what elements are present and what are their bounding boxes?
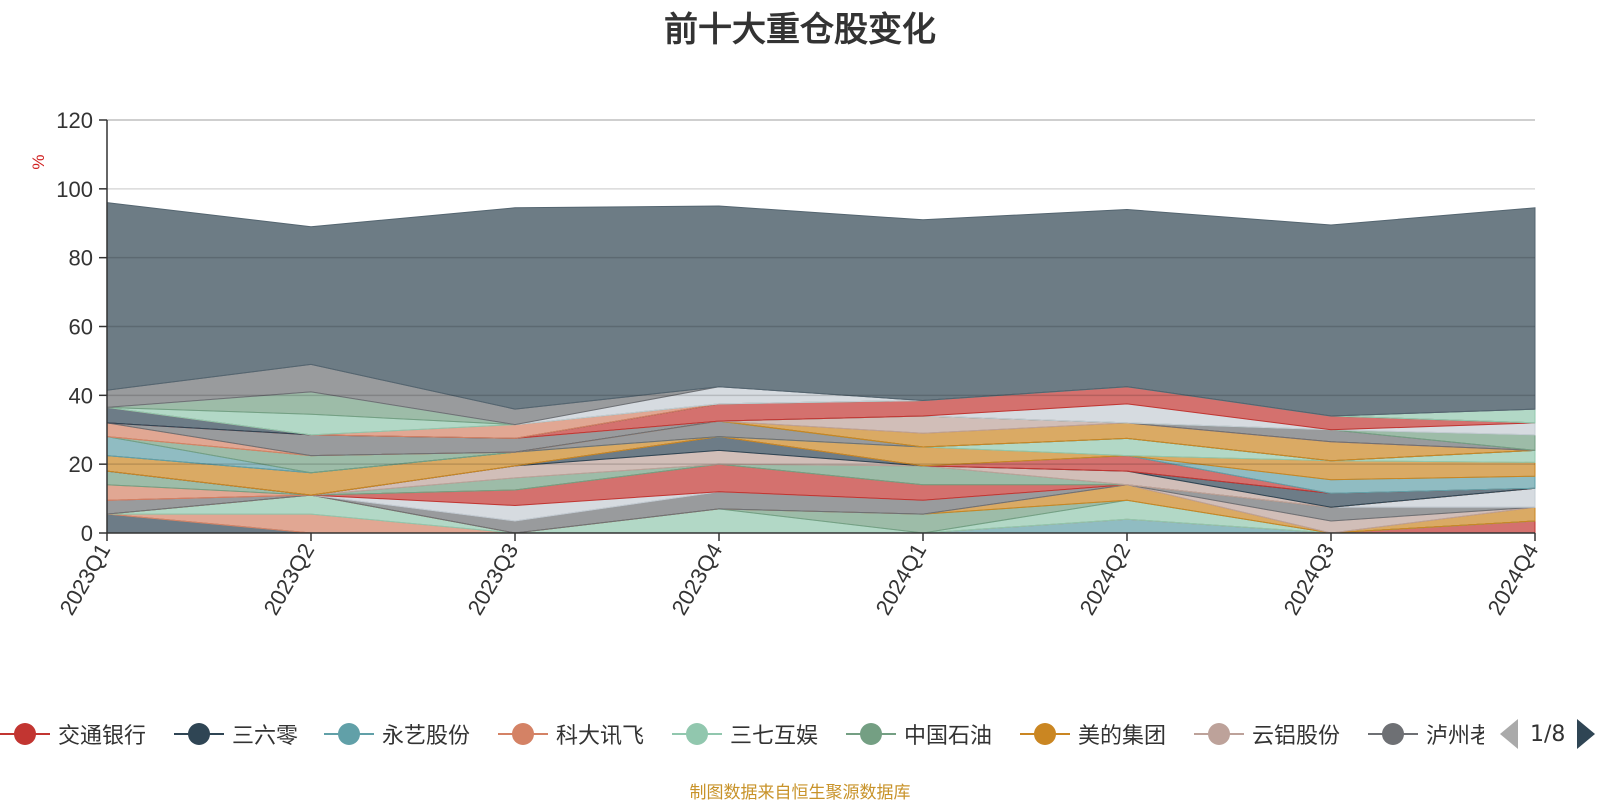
x-tick-label: 2023Q4 <box>667 539 728 619</box>
y-tick-label: 20 <box>69 452 93 477</box>
legend-item[interactable]: 中国石油 <box>846 716 992 752</box>
legend-item-label: 泸州老窖 <box>1426 724 1484 749</box>
circle-marker-icon <box>672 719 722 749</box>
x-tick-label: 2024Q2 <box>1075 539 1136 619</box>
legend-item-label: 交通银行 <box>58 724 147 749</box>
legend-next-page-icon[interactable] <box>1577 719 1596 749</box>
legend-item[interactable]: 美的集团 <box>1020 716 1166 752</box>
x-tick-label: 2024Q1 <box>871 539 932 619</box>
legend-item[interactable]: 三七互娱 <box>672 716 818 752</box>
circle-marker-icon <box>498 719 548 749</box>
legend-item-label: 三七互娱 <box>730 724 819 749</box>
legend-item-label: 三六零 <box>232 724 299 749</box>
stacked-area-chart: 0 20 40 60 80 100 120 2023Q1 2023Q2 2023Q3 2023Q4 2… <box>29 108 1544 619</box>
x-tick-label: 2023Q1 <box>55 539 116 619</box>
circle-marker-icon <box>1194 719 1244 749</box>
circle-marker-icon <box>0 719 50 749</box>
legend-page-indicator: 1/8 <box>1530 721 1566 747</box>
circle-marker-icon <box>846 719 896 749</box>
legend-item[interactable]: 泸州老窖 <box>1368 716 1484 752</box>
x-tick-label: 2023Q3 <box>463 539 524 619</box>
x-tick-label: 2024Q3 <box>1279 539 1340 619</box>
y-tick-label: 100 <box>56 177 93 202</box>
y-tick-label: 0 <box>81 521 93 546</box>
legend-pager: 1/8 <box>1500 716 1596 752</box>
legend-item[interactable]: 三六零 <box>174 716 298 752</box>
area-series-36 <box>106 202 1536 417</box>
legend-item-label: 科大讯飞 <box>556 724 645 749</box>
x-tick-label: 2024Q4 <box>1483 539 1544 619</box>
chart-legend: 交通银行 三六零 永艺股份 科大讯飞 三七互娱 中国石油 美的集团 云铝股份 泸州老窖 <box>0 716 1484 752</box>
legend-item[interactable]: 科大讯飞 <box>498 716 644 752</box>
legend-item-label: 中国石油 <box>904 724 993 749</box>
x-tick-label: 2023Q2 <box>259 539 320 619</box>
y-axis-unit-label: % <box>29 154 48 169</box>
circle-marker-icon <box>1020 719 1070 749</box>
legend-item-label: 美的集团 <box>1078 724 1167 749</box>
chart-title: 前十大重仓股变化 <box>664 10 936 50</box>
circle-marker-icon <box>1368 719 1418 749</box>
area-layers <box>106 202 1536 534</box>
y-tick-label: 60 <box>69 315 93 340</box>
legend-item[interactable]: 交通银行 <box>0 716 146 752</box>
y-tick-label: 80 <box>69 246 93 271</box>
circle-marker-icon <box>174 719 224 749</box>
grid-lines <box>107 119 1535 465</box>
circle-marker-icon <box>324 719 374 749</box>
legend-item-label: 云铝股份 <box>1252 724 1341 749</box>
legend-prev-page-icon[interactable] <box>1500 719 1518 749</box>
data-source-note: 制图数据来自恒生聚源数据库 <box>689 783 911 803</box>
legend-item-label: 永艺股份 <box>382 724 471 749</box>
legend-item[interactable]: 云铝股份 <box>1194 716 1340 752</box>
y-tick-label: 120 <box>56 108 93 133</box>
y-tick-label: 40 <box>69 383 93 408</box>
legend-item[interactable]: 永艺股份 <box>324 716 470 752</box>
